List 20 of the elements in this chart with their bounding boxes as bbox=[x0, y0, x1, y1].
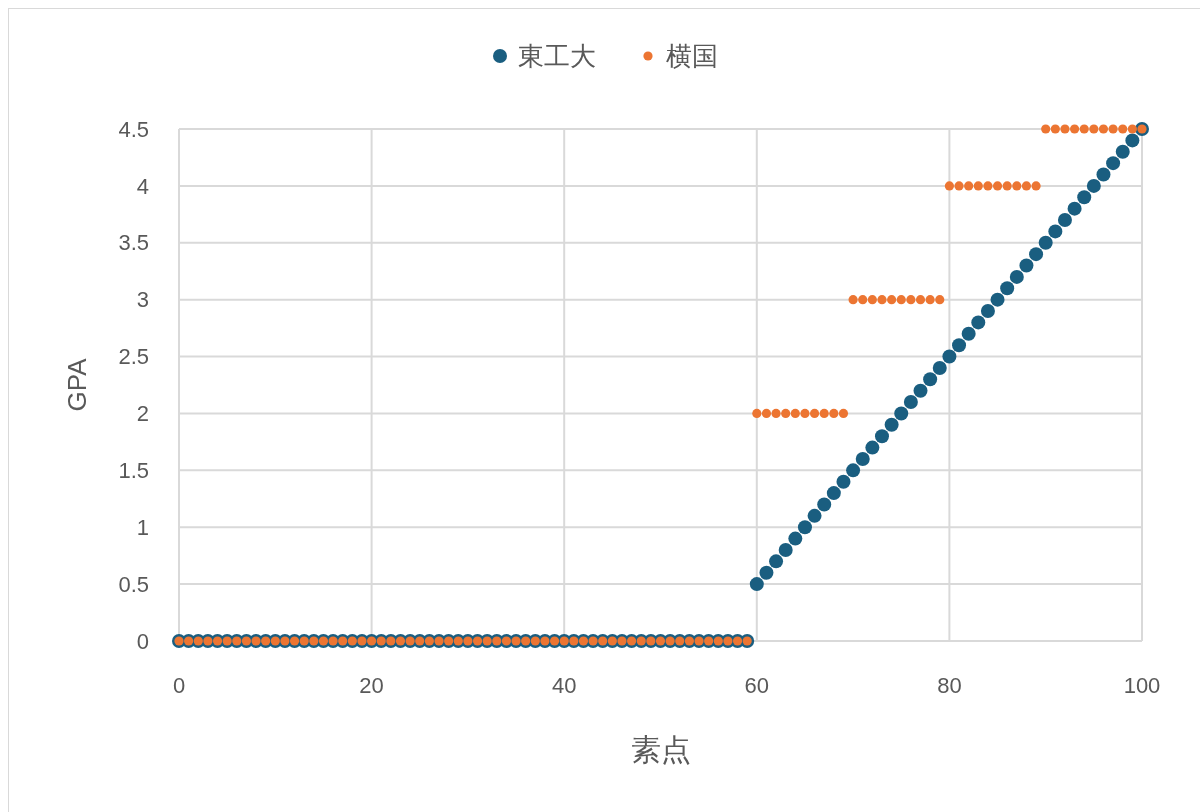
legend-label: 横国 bbox=[666, 41, 718, 72]
y-tick-label: 0 bbox=[136, 628, 149, 654]
y-axis-title: GPA bbox=[62, 357, 92, 412]
x-axis-title: 素点 bbox=[630, 733, 691, 766]
x-tick-label: 40 bbox=[551, 673, 577, 698]
y-tick-label: 4 bbox=[136, 173, 149, 199]
y-tick-label: 3.5 bbox=[118, 230, 149, 256]
x-tick-label: 80 bbox=[937, 673, 962, 698]
legend-label: 東工大 bbox=[518, 41, 596, 72]
y-tick-label: 4.5 bbox=[118, 116, 149, 142]
y-tick-label: 3 bbox=[136, 287, 149, 313]
y-tick-label: 1 bbox=[136, 514, 149, 540]
y-tick-label: 2 bbox=[136, 401, 149, 427]
y-tick-label: 0.5 bbox=[118, 571, 149, 597]
x-tick-label: 0 bbox=[172, 673, 186, 698]
y-tick-label: 1.5 bbox=[118, 458, 149, 484]
x-tick-label: 100 bbox=[1123, 673, 1161, 698]
x-tick-label: 60 bbox=[744, 673, 770, 698]
y-tick-label: 2.5 bbox=[118, 344, 149, 370]
x-tick-label: 20 bbox=[359, 673, 384, 698]
